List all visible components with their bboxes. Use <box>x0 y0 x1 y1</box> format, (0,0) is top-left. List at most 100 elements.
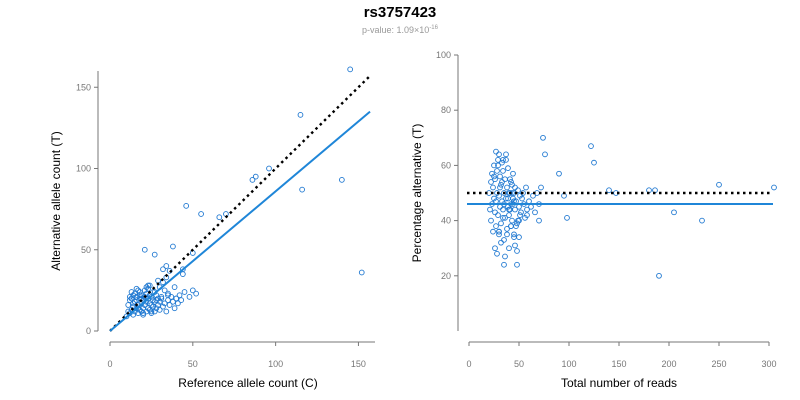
data-point <box>131 298 138 305</box>
data-point <box>540 134 546 141</box>
data-point <box>506 212 512 218</box>
data-point <box>500 157 506 163</box>
data-point <box>606 187 612 194</box>
data-point <box>150 297 156 303</box>
data-point <box>158 295 165 302</box>
subtitle-text: p-value: 1.09×10 <box>362 25 430 35</box>
data-point <box>503 195 509 202</box>
x-tick-label: 0 <box>107 359 112 369</box>
data-point <box>500 168 506 174</box>
data-point <box>771 184 777 191</box>
data-point <box>498 239 504 246</box>
right-x-ticks: 0 50 100 150 200 250 300 <box>466 342 777 369</box>
data-point <box>520 190 526 196</box>
data-point <box>145 282 151 289</box>
data-point <box>497 184 503 191</box>
data-point <box>189 287 196 294</box>
data-point <box>127 297 133 303</box>
x-tick-label: 100 <box>561 359 576 369</box>
data-point <box>156 298 163 305</box>
data-point <box>183 203 190 209</box>
data-point <box>542 151 548 158</box>
data-point <box>299 186 305 193</box>
data-point <box>504 184 510 191</box>
data-point <box>516 234 522 241</box>
left-points <box>123 66 365 320</box>
data-point <box>146 307 153 313</box>
data-point <box>504 226 510 232</box>
data-point <box>502 176 508 183</box>
data-point <box>163 308 170 315</box>
right-y-ticks: 20 40 60 80 100 <box>436 50 458 281</box>
data-point <box>523 184 529 191</box>
data-point <box>133 297 140 303</box>
y-tick-label: 0 <box>86 326 91 336</box>
data-point <box>130 300 137 307</box>
data-point <box>297 112 304 118</box>
data-point <box>252 173 259 180</box>
x-tick-label: 150 <box>351 359 366 369</box>
data-point <box>146 300 153 307</box>
data-point <box>138 292 145 299</box>
data-point <box>148 310 155 316</box>
x-tick-label: 300 <box>761 359 776 369</box>
data-point <box>145 295 151 302</box>
data-point <box>505 195 511 202</box>
data-point <box>524 212 530 218</box>
data-point <box>538 184 544 191</box>
data-point <box>514 248 520 254</box>
data-point <box>491 173 497 180</box>
left-y-axis-title: Alternative allele count (T) <box>49 131 63 270</box>
y-tick-label: 80 <box>441 105 451 115</box>
data-point <box>153 297 160 303</box>
data-point <box>131 290 138 297</box>
data-point <box>588 143 594 149</box>
data-point <box>494 168 500 174</box>
left-x-ticks: 0 50 100 150 <box>107 342 366 369</box>
data-point <box>492 245 498 252</box>
data-point <box>564 214 570 221</box>
data-point <box>181 289 188 295</box>
data-point <box>141 294 148 300</box>
y-tick-label: 40 <box>441 216 451 226</box>
data-point <box>165 290 171 297</box>
data-point <box>140 311 146 318</box>
data-point <box>500 206 506 213</box>
data-point <box>339 177 345 183</box>
data-point <box>133 294 140 300</box>
data-point <box>266 165 272 172</box>
data-point <box>519 195 525 202</box>
data-point <box>168 294 175 300</box>
data-point <box>491 162 497 169</box>
data-point <box>143 290 150 297</box>
x-tick-label: 250 <box>711 359 726 369</box>
data-point <box>510 170 516 177</box>
data-point <box>503 151 509 158</box>
right-y-axis-title: Percentage alternative (T) <box>410 124 424 263</box>
data-point <box>490 228 496 235</box>
data-point <box>127 294 133 300</box>
left-y-ticks: 0 50 100 150 <box>76 82 98 336</box>
data-point <box>136 307 143 313</box>
x-tick-label: 0 <box>466 359 471 369</box>
data-point <box>170 298 176 305</box>
data-point <box>130 292 137 299</box>
data-point <box>493 223 499 229</box>
data-point <box>505 165 511 172</box>
data-point <box>155 295 161 302</box>
data-point <box>145 285 151 292</box>
data-point <box>591 159 597 166</box>
data-point <box>165 292 171 299</box>
chart-subtitle: p-value: 1.09×10-16 <box>0 25 800 35</box>
data-point <box>515 187 521 194</box>
y-tick-label: 100 <box>436 50 451 60</box>
data-point <box>171 284 178 290</box>
left-scatter-panel: 0 50 100 150 0 50 100 150 Reference allele cou… <box>49 66 375 390</box>
data-point <box>497 173 503 180</box>
data-point <box>490 184 496 191</box>
data-point <box>358 269 365 276</box>
data-point <box>173 295 180 302</box>
data-point <box>526 198 532 205</box>
